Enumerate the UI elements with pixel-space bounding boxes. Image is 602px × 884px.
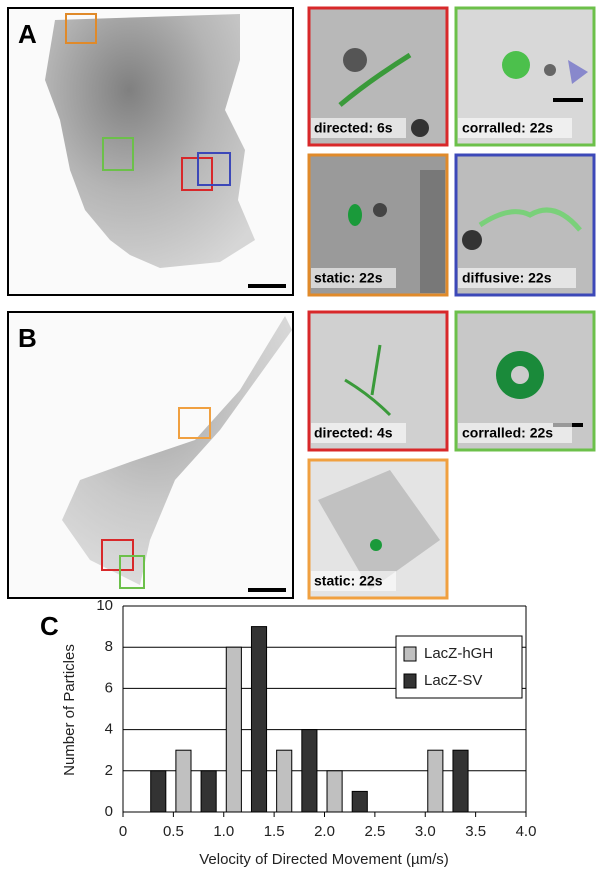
x-tick-label: 1.0 <box>213 823 234 840</box>
x-tick-label: 2.0 <box>314 823 335 840</box>
inset-label: corralled: 22s <box>462 120 553 136</box>
y-tick-label: 0 <box>105 803 113 820</box>
inset <box>307 458 449 600</box>
panel-a-image <box>7 7 294 296</box>
y-tick-label: 10 <box>96 597 113 614</box>
bar <box>250 626 268 813</box>
inset-label: diffusive: 22s <box>462 270 552 286</box>
panel-b-image <box>7 311 294 599</box>
inset-label: static: 22s <box>314 573 383 589</box>
y-tick-label: 8 <box>105 638 113 655</box>
x-axis-label: Velocity of Directed Movement (µm/s) <box>199 851 449 868</box>
bar <box>351 790 368 813</box>
bar <box>200 770 217 813</box>
x-tick-label: 3.0 <box>415 823 436 840</box>
x-tick-label: 0 <box>119 823 127 840</box>
y-tick-label: 6 <box>105 679 113 696</box>
bar <box>301 729 318 813</box>
bar <box>150 770 167 813</box>
y-axis-label: Number of Particles <box>61 644 78 776</box>
y-tick-label: 4 <box>105 721 113 738</box>
legend-label: LacZ-SV <box>424 672 482 689</box>
bar <box>276 749 293 813</box>
legend-box <box>395 635 523 699</box>
y-tick-label: 2 <box>105 762 113 779</box>
inset-label: directed: 4s <box>314 425 393 441</box>
bar <box>225 646 242 813</box>
legend-label: LacZ-hGH <box>424 645 493 662</box>
inset-label: static: 22s <box>314 270 383 286</box>
inset-label: directed: 6s <box>314 120 393 136</box>
x-tick-label: 4.0 <box>516 823 537 840</box>
bar <box>427 749 444 813</box>
inset <box>307 153 449 297</box>
inset <box>454 6 596 147</box>
panel-label: B <box>18 323 37 353</box>
bar <box>452 749 469 813</box>
x-tick-label: 3.5 <box>465 823 486 840</box>
chart: Number of Particles Velocity of Directed… <box>61 597 536 868</box>
legend-swatch <box>403 646 417 662</box>
inset-label: corralled: 22s <box>462 425 553 441</box>
x-tick-label: 1.5 <box>264 823 285 840</box>
legend-swatch <box>403 673 417 689</box>
x-tick-label: 2.5 <box>364 823 385 840</box>
inset <box>307 6 449 147</box>
inset <box>454 310 596 452</box>
x-tick-label: 0.5 <box>163 823 184 840</box>
inset <box>307 310 449 452</box>
bar <box>326 770 343 813</box>
panel-label: A <box>18 19 37 49</box>
inset <box>454 153 596 297</box>
panel-label: C <box>40 611 59 641</box>
bar <box>175 749 192 813</box>
